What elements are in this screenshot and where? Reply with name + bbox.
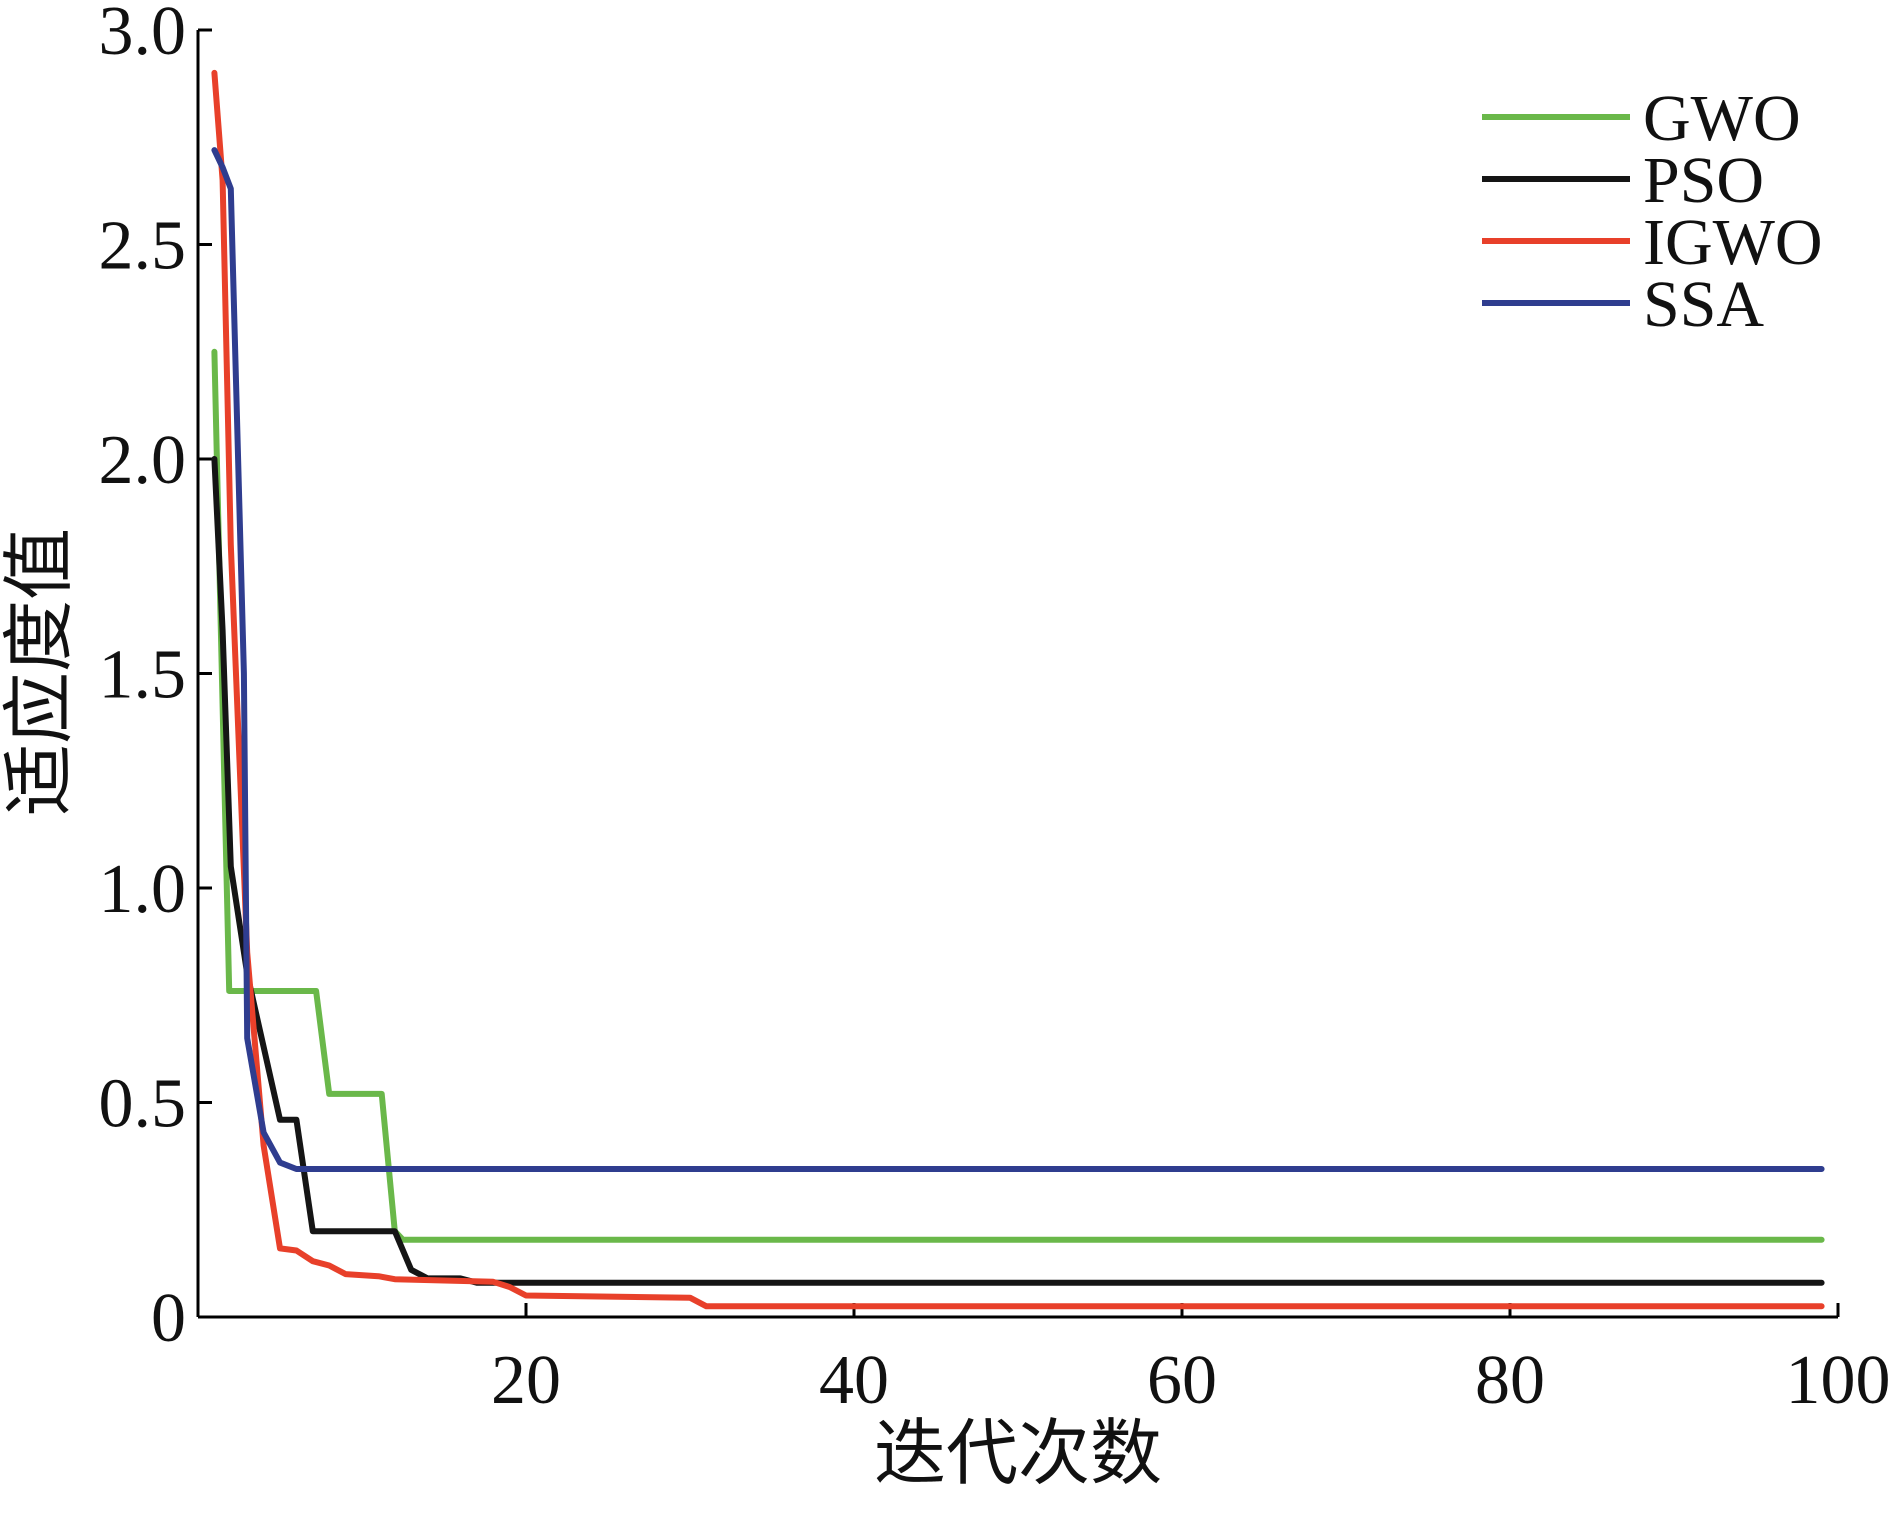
series-line-gwo (214, 352, 1821, 1240)
legend-label-ssa: SSA (1643, 268, 1764, 341)
y-tick-label: 2.0 (99, 422, 187, 499)
x-tick-label: 60 (1147, 1342, 1217, 1419)
y-tick-label: 2.5 (99, 208, 187, 285)
x-tick-label: 20 (491, 1342, 561, 1419)
y-tick-label: 1.0 (99, 851, 187, 928)
x-tick-label: 100 (1786, 1342, 1890, 1419)
ticks: 20 40 60 80 100 0 0.5 1.0 1.5 2.0 2.5 3.0 (99, 0, 1890, 1419)
x-axis-title: 迭代次数 (874, 1414, 1162, 1494)
x-tick-label: 40 (819, 1342, 889, 1419)
y-tick-label: 3.0 (99, 0, 187, 70)
axes (198, 30, 1838, 1317)
series-line-pso (214, 459, 1821, 1283)
x-tick-label: 80 (1475, 1342, 1545, 1419)
series-line-igwo (214, 73, 1821, 1306)
y-axis-title: 适应度值 (0, 528, 80, 816)
series-lines (214, 73, 1821, 1306)
y-tick-label: 0 (151, 1280, 186, 1357)
y-tick-label: 1.5 (99, 637, 187, 714)
y-tick-label: 0.5 (99, 1066, 187, 1143)
